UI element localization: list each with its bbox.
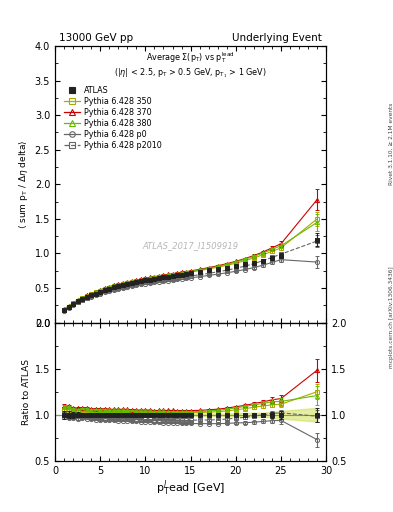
Text: mcplots.cern.ch [arXiv:1306.3436]: mcplots.cern.ch [arXiv:1306.3436] [389,267,393,368]
Legend: ATLAS, Pythia 6.428 350, Pythia 6.428 370, Pythia 6.428 380, Pythia 6.428 p0, Py: ATLAS, Pythia 6.428 350, Pythia 6.428 37… [62,83,165,152]
Text: 13000 GeV pp: 13000 GeV pp [59,33,133,44]
Y-axis label: Ratio to ATLAS: Ratio to ATLAS [22,359,31,424]
X-axis label: p$_\mathrm{T}^l$ead [GeV]: p$_\mathrm{T}^l$ead [GeV] [156,478,225,498]
Text: Underlying Event: Underlying Event [232,33,322,44]
Text: Rivet 3.1.10, ≥ 2.1M events: Rivet 3.1.10, ≥ 2.1M events [389,102,393,184]
Text: ATLAS_2017_I1509919: ATLAS_2017_I1509919 [143,241,239,250]
Text: Average $\Sigma$(p$_\mathrm{T}$) vs p$_\mathrm{T}^{\mathrm{lead}}$
($|\eta|$ < 2: Average $\Sigma$(p$_\mathrm{T}$) vs p$_\… [114,50,267,80]
Y-axis label: $\langle$ sum p$_\mathrm{T}$ / $\Delta\eta$ delta$\rangle$: $\langle$ sum p$_\mathrm{T}$ / $\Delta\e… [18,140,31,229]
